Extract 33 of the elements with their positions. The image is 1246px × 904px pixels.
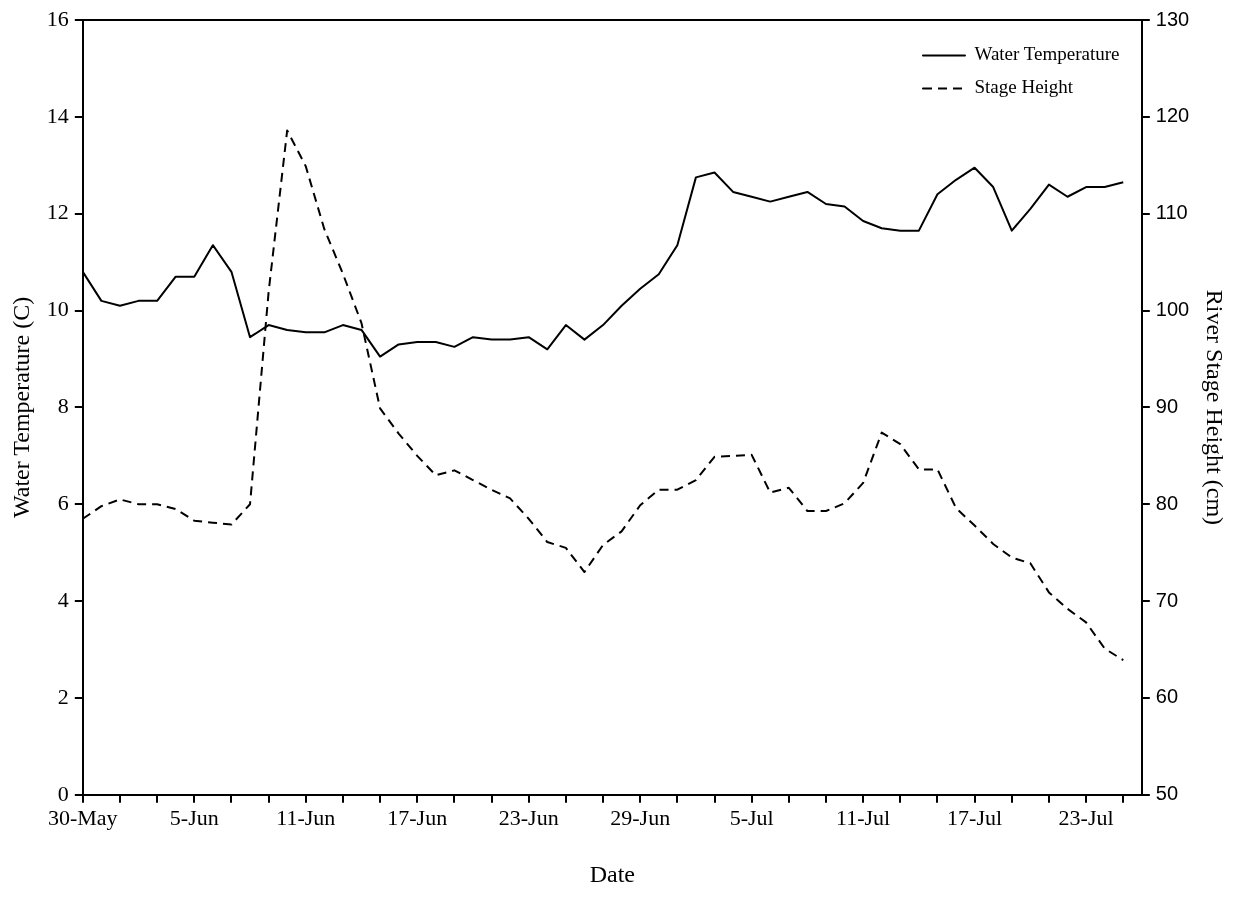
y2-tick-label: 60 <box>1155 685 1179 708</box>
y2-tick-label: 90 <box>1155 394 1179 417</box>
x-tick-label: 30-May <box>47 804 118 830</box>
y-tick-label: 14 <box>46 102 69 128</box>
y2-tick-label: 80 <box>1155 491 1179 514</box>
x-tick-label: 11-Jul <box>836 804 891 830</box>
y2-tick-label: 50 <box>1155 782 1179 805</box>
x-tick-label: 5-Jul <box>729 804 774 830</box>
y-axis-title: Water Temperature (C) <box>7 296 34 518</box>
y-tick-label: 4 <box>57 586 69 612</box>
y-tick-label: 10 <box>46 296 69 322</box>
y2-tick-label: 120 <box>1155 104 1190 127</box>
x-tick-label: 11-Jun <box>276 804 336 830</box>
y-tick-label: 6 <box>57 490 69 516</box>
y2-tick-label: 70 <box>1155 588 1179 611</box>
y2-tick-label: 130 <box>1155 7 1190 30</box>
x-tick-label: 5-Jun <box>169 804 219 830</box>
x-tick-label: 23-Jul <box>1058 804 1114 830</box>
y-tick-label: 2 <box>57 683 69 709</box>
y-tick-label: 16 <box>46 5 69 31</box>
y2-tick-label: 110 <box>1155 201 1188 224</box>
x-tick-label: 17-Jun <box>387 804 448 830</box>
x-tick-label: 29-Jun <box>610 804 671 830</box>
legend-label: Stage Height <box>974 76 1074 98</box>
y-tick-label: 8 <box>57 393 69 419</box>
x-tick-label: 23-Jun <box>498 804 559 830</box>
legend-label: Water Temperature <box>974 43 1120 65</box>
y-tick-label: 0 <box>57 780 69 806</box>
x-tick-label: 17-Jul <box>947 804 1003 830</box>
y-tick-label: 12 <box>46 199 69 225</box>
y2-tick-label: 100 <box>1155 298 1190 321</box>
x-axis-title: Date <box>589 860 635 887</box>
y2-axis-title: River Stage Height (cm) <box>1202 289 1229 526</box>
